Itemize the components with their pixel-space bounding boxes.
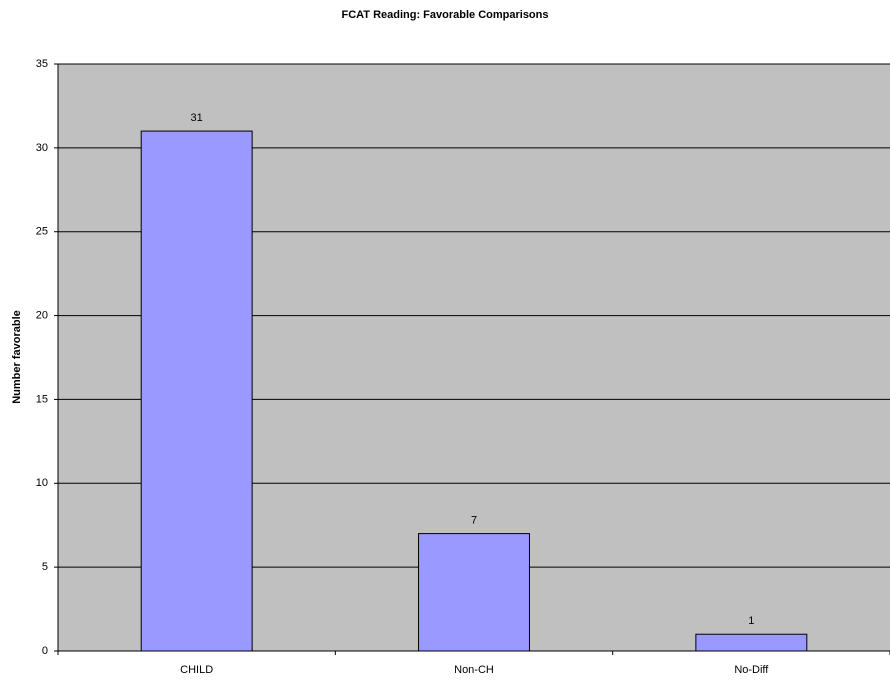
bar <box>695 633 808 652</box>
x-tick-label: No-Diff <box>734 664 769 676</box>
y-tick-label: 20 <box>36 309 48 321</box>
x-tick-label: CHILD <box>180 664 213 676</box>
y-tick-label: 30 <box>36 142 48 154</box>
data-label: 31 <box>191 112 203 124</box>
chart-title: FCAT Reading: Favorable Comparisons <box>342 9 549 21</box>
bar <box>140 130 253 652</box>
y-tick-label: 5 <box>42 561 48 573</box>
x-tick-label: Non-CH <box>454 664 494 676</box>
y-tick-label: 35 <box>36 58 48 70</box>
y-tick-label: 25 <box>36 226 48 238</box>
data-label: 1 <box>748 615 754 627</box>
bar <box>418 533 530 652</box>
data-label: 7 <box>471 515 477 527</box>
y-tick-label: 0 <box>42 645 48 657</box>
y-axis-label: Number favorable <box>11 310 23 404</box>
y-tick-label: 15 <box>36 393 48 405</box>
y-tick-label: 10 <box>36 477 48 489</box>
